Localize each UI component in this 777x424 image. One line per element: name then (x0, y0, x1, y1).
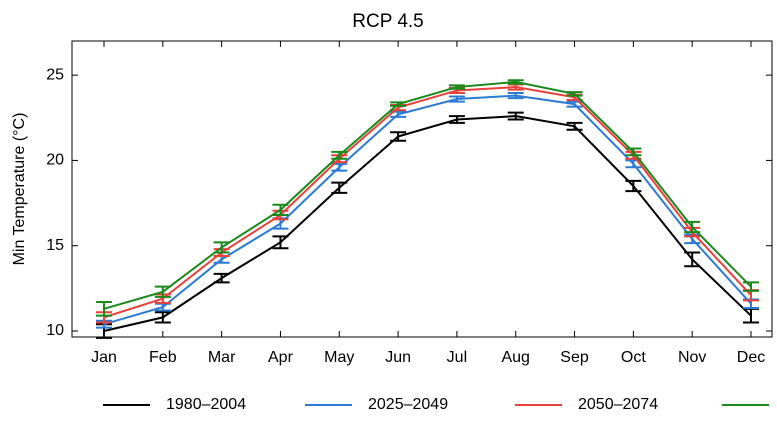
x-tick-label: Sep (560, 349, 589, 366)
x-tick-label: Dec (737, 349, 765, 366)
x-tick-label: May (324, 349, 354, 366)
error-bar (448, 84, 465, 90)
y-tick-label: 25 (46, 66, 64, 83)
series-line (103, 86, 752, 319)
series-line (103, 94, 752, 326)
error-bar (625, 147, 642, 157)
error-bar (272, 203, 289, 217)
error-bar (390, 131, 407, 142)
error-bar (684, 251, 701, 268)
y-tick-label: 15 (46, 237, 64, 254)
error-bar (507, 92, 524, 100)
error-bar (390, 101, 407, 107)
legend-label: 2050–2074 (578, 396, 658, 413)
error-bar (272, 235, 289, 250)
error-bar (566, 91, 583, 97)
error-bar (448, 95, 465, 103)
series-line (103, 80, 752, 310)
error-bar (213, 272, 230, 284)
error-bar (507, 111, 524, 121)
x-tick-label: Jul (447, 349, 467, 366)
y-tick-label: 10 (46, 322, 64, 339)
x-tick-label: Nov (678, 349, 706, 366)
x-tick-label: Jan (91, 349, 117, 366)
x-tick-label: Feb (149, 349, 177, 366)
x-tick-label: Oct (621, 349, 646, 366)
error-bar (331, 150, 348, 160)
legend-label: 1980–2004 (166, 396, 246, 413)
x-tick-label: Aug (501, 349, 529, 366)
error-bar (625, 159, 642, 169)
x-tick-label: Jun (385, 349, 411, 366)
series-line (103, 115, 752, 333)
error-bar (566, 121, 583, 131)
error-bar (213, 241, 230, 254)
error-bar (684, 220, 701, 234)
x-tick-label: Mar (208, 349, 236, 366)
error-bar (331, 181, 348, 194)
error-bar (625, 179, 642, 193)
error-bar (154, 311, 171, 324)
error-bar (154, 285, 171, 298)
plot-frame (71, 40, 773, 338)
chart-title: RCP 4.5 (352, 11, 423, 32)
error-bar (448, 115, 465, 124)
x-tick-label: Apr (268, 349, 294, 366)
legend-label: 2025–2049 (368, 396, 448, 413)
y-tick-label: 20 (46, 152, 64, 169)
y-axis-label: Min Temperature (°C) (11, 113, 28, 266)
error-bar (96, 301, 112, 317)
error-bar (743, 281, 759, 292)
error-bar (507, 79, 524, 85)
